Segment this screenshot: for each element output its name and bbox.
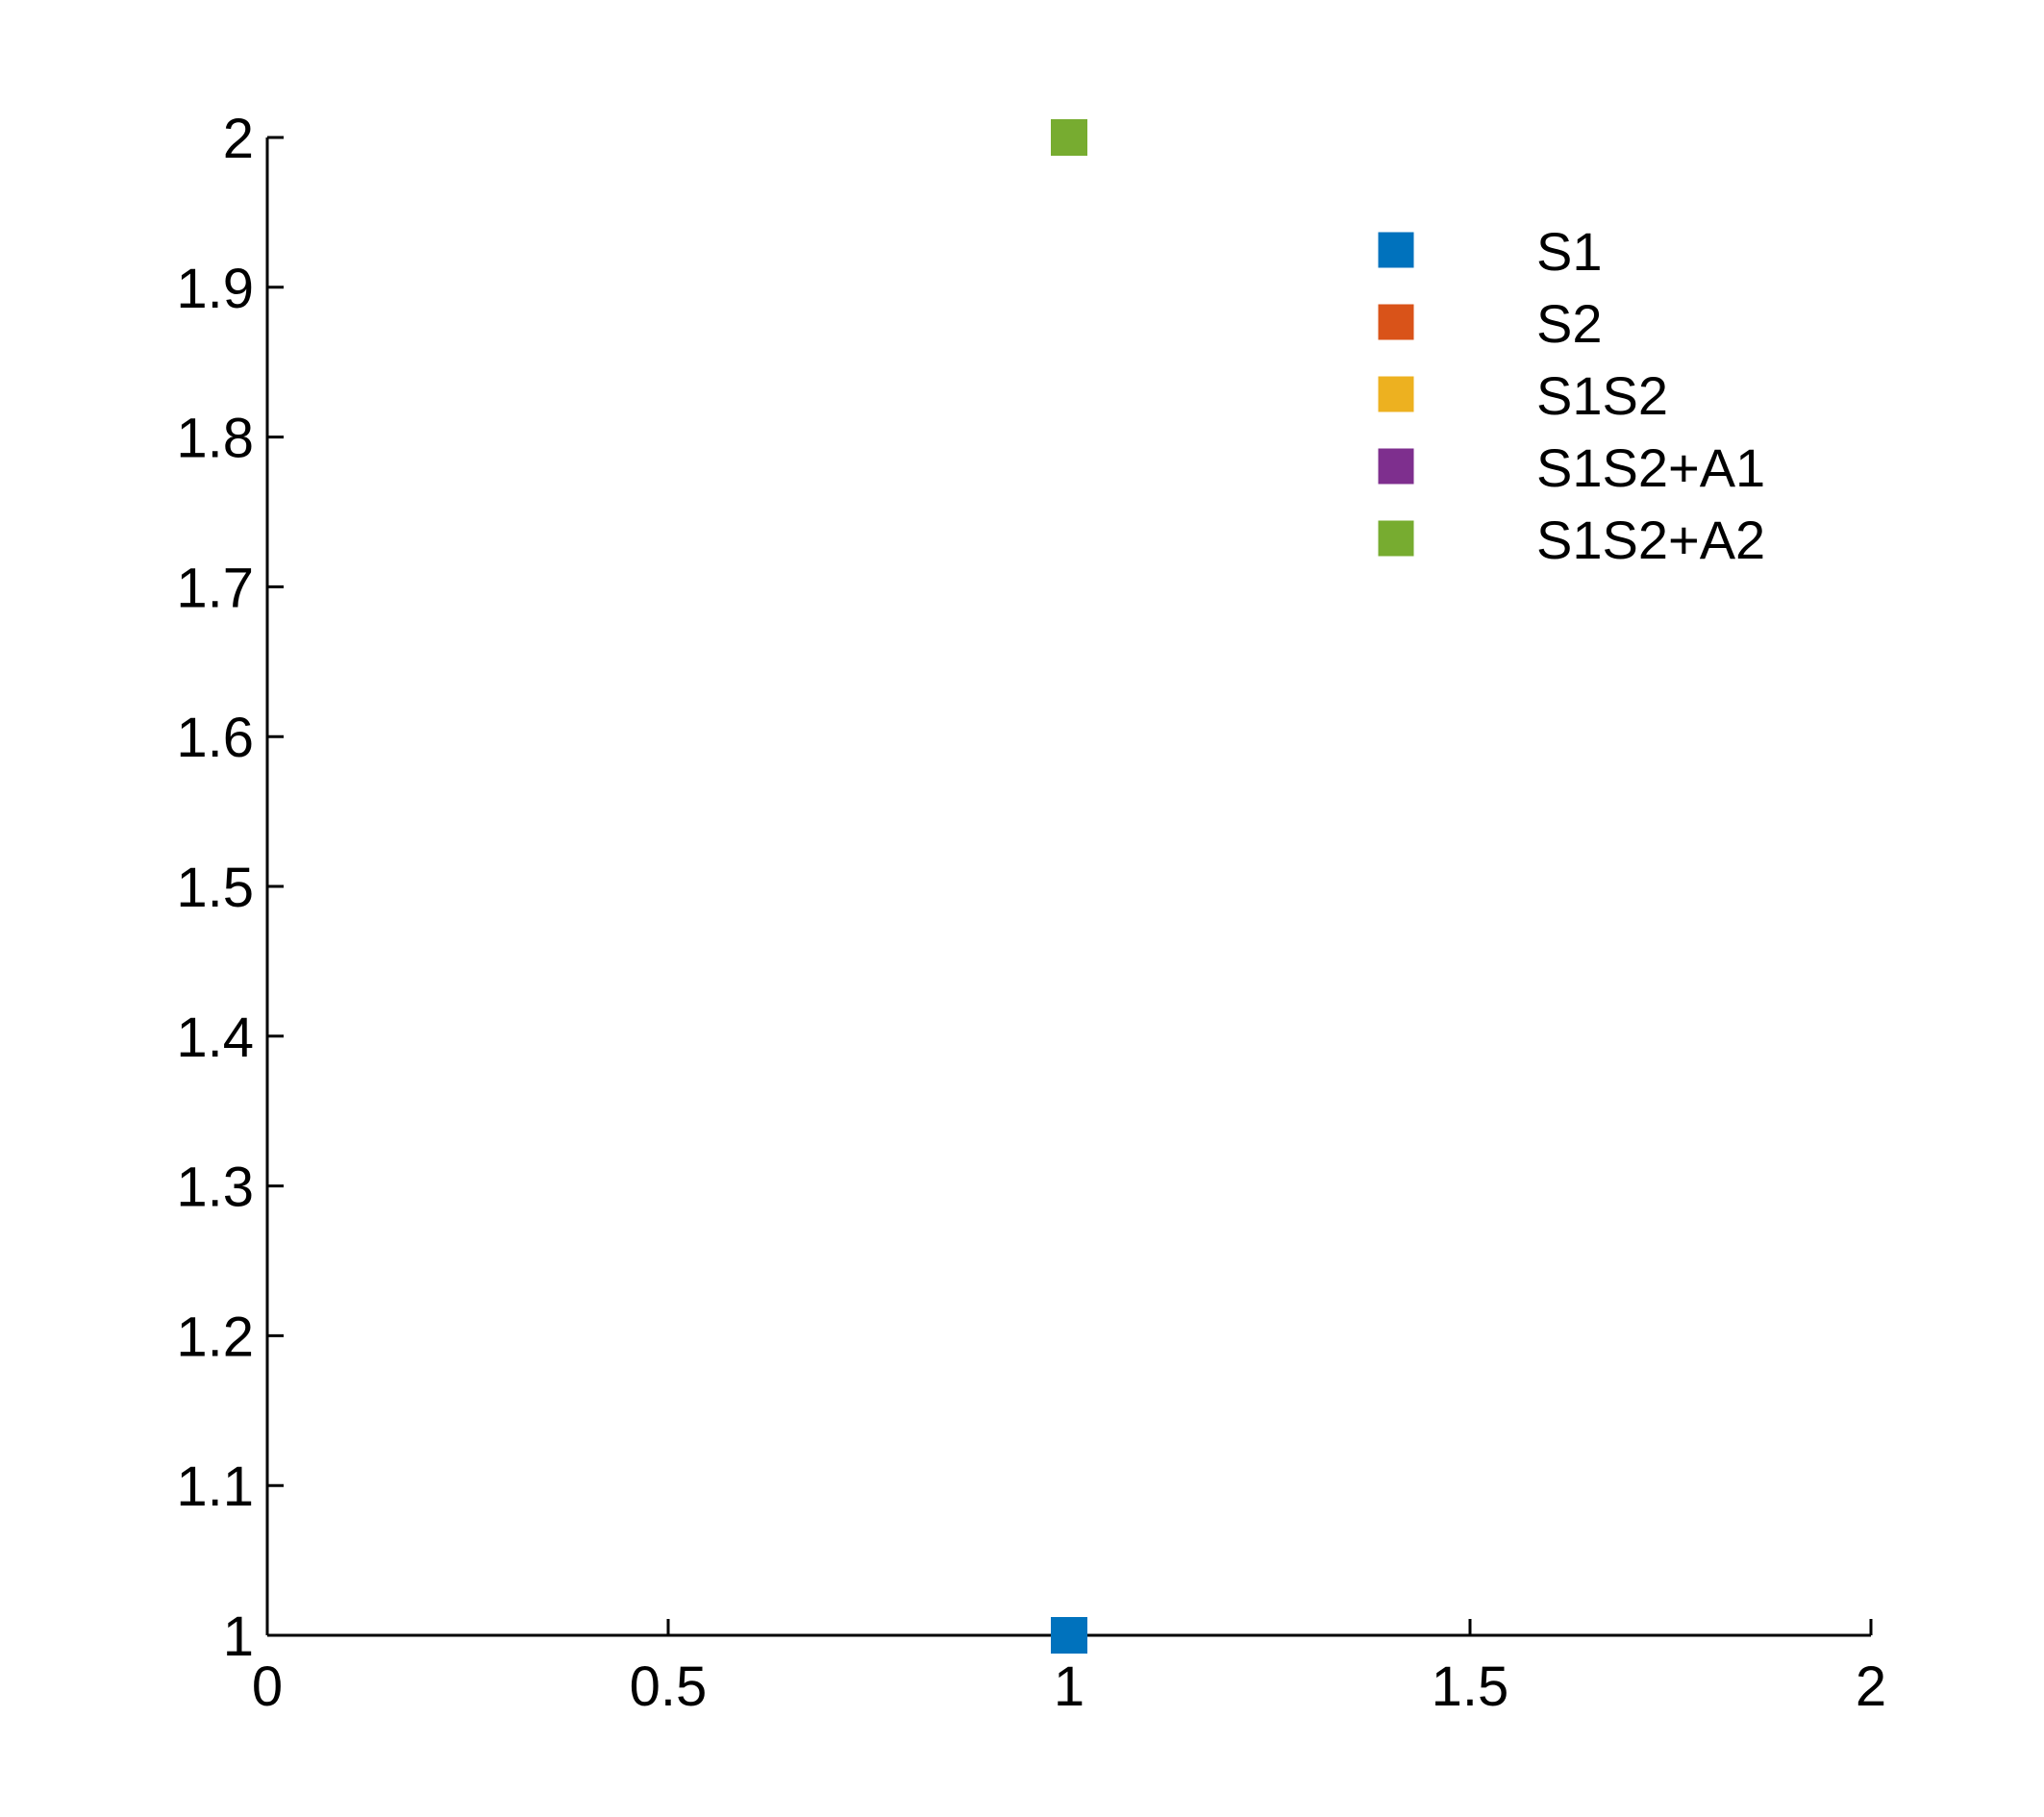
y-tick-label: 1.7 [176, 557, 254, 619]
data-point [1051, 1617, 1087, 1654]
data-point [1051, 119, 1087, 156]
legend-marker [1378, 520, 1414, 557]
tick-marks [265, 136, 1873, 1637]
y-tick-label: 1.1 [176, 1456, 254, 1518]
x-tick-label: 1.5 [1432, 1655, 1509, 1718]
legend-label: S1 [1536, 221, 1603, 282]
legend-marker [1378, 304, 1414, 340]
y-tick-label: 1.8 [176, 408, 254, 470]
y-tick-label: 1.5 [176, 857, 254, 919]
legend-label: S1S2+A2 [1536, 510, 1765, 570]
y-tick-label: 1 [223, 1605, 254, 1668]
x-tick-label: 2 [1856, 1655, 1886, 1718]
y-tick-label: 1.6 [176, 707, 254, 769]
legend-marker [1378, 376, 1414, 412]
x-tick-label: 1 [1054, 1655, 1084, 1718]
x-tick-label: 0.5 [630, 1655, 708, 1718]
y-tick-label: 2 [223, 108, 254, 170]
legend-label: S2 [1536, 293, 1603, 354]
tick-labels: 0 0.5 1 1.5 2 1 1.1 1.2 1.3 1.4 1.5 1.6 1.7 1.8 1.9 2 [176, 108, 1886, 1718]
legend-marker [1378, 232, 1414, 268]
y-tick-label: 1.2 [176, 1306, 254, 1368]
legend-label: S1S2+A1 [1536, 437, 1765, 498]
y-tick-label: 1.3 [176, 1157, 254, 1219]
axes [265, 137, 1871, 1637]
data-points [1051, 119, 1087, 1654]
x-tick-label: 0 [252, 1655, 283, 1718]
legend-marker [1378, 448, 1414, 485]
y-tick-label: 1.4 [176, 1007, 254, 1069]
y-tick-label: 1.9 [176, 258, 254, 320]
legend-label: S1S2 [1536, 365, 1668, 426]
